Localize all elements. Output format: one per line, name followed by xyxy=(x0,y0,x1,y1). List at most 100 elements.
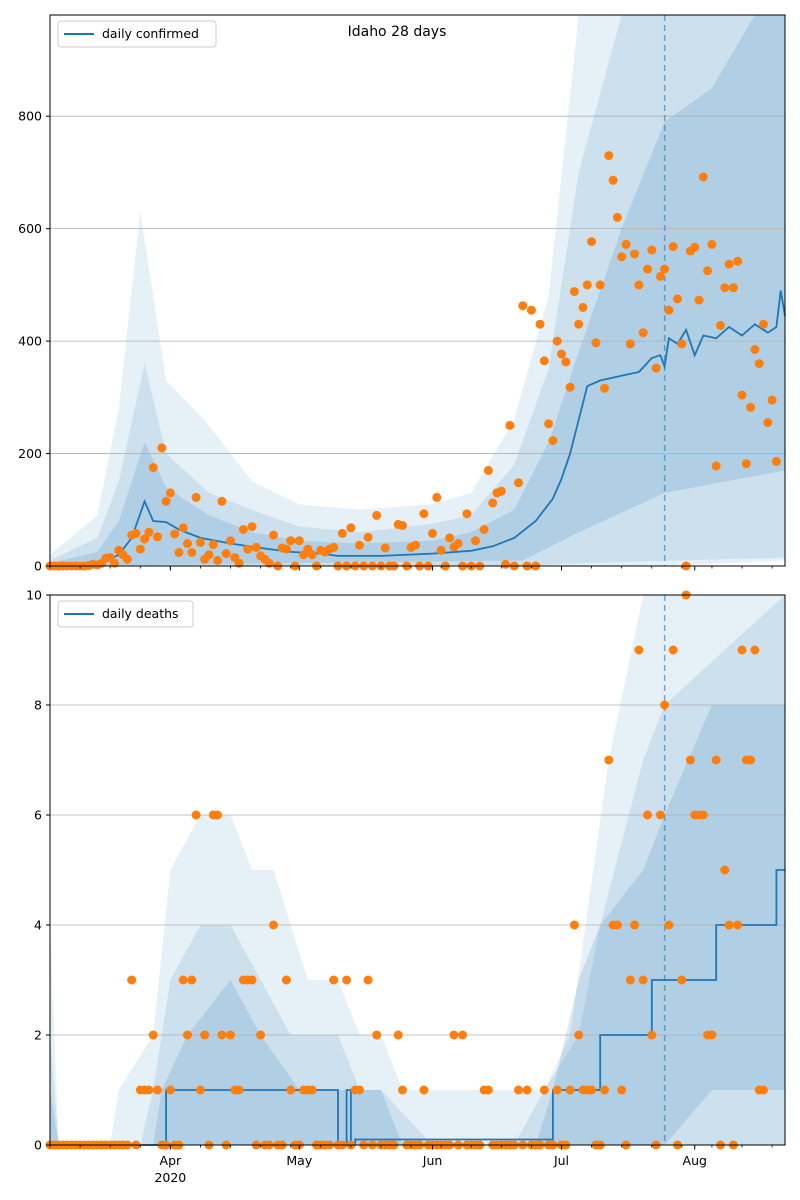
data-point xyxy=(664,305,674,315)
data-point xyxy=(204,550,214,560)
data-point xyxy=(518,301,528,311)
data-point xyxy=(355,1085,364,1095)
data-point xyxy=(131,528,141,538)
data-point xyxy=(685,755,695,765)
x-tick-label: May xyxy=(286,1153,312,1168)
data-point xyxy=(720,865,730,875)
data-point xyxy=(165,1085,175,1095)
y-tick-label: 6 xyxy=(34,808,42,823)
data-point xyxy=(432,492,442,502)
data-point xyxy=(763,418,773,428)
y-tick-label: 0 xyxy=(34,1138,42,1153)
confirmed-observed-points xyxy=(45,151,781,571)
x-tick-year-label: 2020 xyxy=(154,1170,186,1185)
data-point xyxy=(587,237,597,247)
data-point xyxy=(647,245,657,255)
y-tick-label: 800 xyxy=(18,109,42,124)
data-point xyxy=(251,542,261,552)
data-point xyxy=(724,259,734,269)
data-point xyxy=(243,544,253,554)
y-tick-label: 0 xyxy=(34,559,42,574)
data-point xyxy=(419,509,429,519)
data-point xyxy=(630,920,640,930)
legend-box xyxy=(57,600,194,628)
data-point xyxy=(269,920,278,930)
confirmed-median-line xyxy=(49,290,786,567)
data-point xyxy=(161,496,171,506)
data-point xyxy=(707,1030,717,1040)
data-point xyxy=(655,810,665,820)
confirmed-gridlines xyxy=(50,115,785,454)
deaths-x-axis: Apr 2020 May Jun Jul Aug xyxy=(49,1145,773,1185)
deaths-band-middle xyxy=(50,595,785,1145)
data-point xyxy=(625,975,635,985)
data-point xyxy=(539,1085,549,1095)
data-point xyxy=(604,151,614,161)
data-point xyxy=(690,242,700,252)
data-point xyxy=(617,1085,627,1095)
data-point xyxy=(178,975,188,985)
deaths-axes-frame xyxy=(49,594,786,1146)
data-point xyxy=(337,528,347,538)
data-point xyxy=(217,496,227,506)
data-point xyxy=(144,527,154,537)
confirmed-band-outer xyxy=(50,15,785,566)
data-point xyxy=(247,522,257,532)
x-tick-label: Apr xyxy=(160,1153,182,1168)
data-point xyxy=(256,1030,266,1040)
data-point xyxy=(307,550,317,560)
data-point xyxy=(183,1030,192,1040)
data-point xyxy=(759,1085,768,1095)
data-point xyxy=(148,1030,158,1040)
data-point xyxy=(612,212,622,222)
y-tick-label: 10 xyxy=(26,588,42,603)
data-point xyxy=(677,975,687,985)
data-point xyxy=(711,461,721,471)
data-point xyxy=(668,645,678,655)
y-tick-label: 600 xyxy=(18,221,42,236)
data-point xyxy=(720,283,730,293)
data-point xyxy=(634,280,644,290)
data-point xyxy=(178,523,188,533)
data-point xyxy=(187,975,197,985)
data-point xyxy=(449,1030,459,1040)
data-point xyxy=(122,554,132,564)
data-point xyxy=(552,336,562,346)
deaths-series-line xyxy=(50,869,785,1146)
data-point xyxy=(505,420,515,430)
confirmed-panel: 0 200 400 600 800 Idaho 28 days daily confir… xyxy=(18,14,786,574)
data-point xyxy=(191,492,201,502)
data-point xyxy=(307,1085,317,1095)
data-point xyxy=(174,548,184,557)
deaths-band-outer xyxy=(50,595,785,1145)
data-point xyxy=(488,498,498,508)
data-point xyxy=(625,339,635,349)
data-point xyxy=(574,319,584,329)
data-point xyxy=(346,523,356,533)
y-tick-label: 4 xyxy=(34,918,42,933)
data-point xyxy=(264,558,274,568)
data-point xyxy=(728,283,738,293)
data-point xyxy=(694,295,704,305)
confirmed-series-line xyxy=(49,290,786,567)
data-point xyxy=(608,175,618,185)
data-point xyxy=(183,539,192,548)
data-point xyxy=(737,390,747,400)
data-point xyxy=(698,172,708,182)
x-tick-label: Aug xyxy=(683,1153,707,1168)
data-point xyxy=(286,1085,296,1095)
data-point xyxy=(479,525,489,534)
data-point xyxy=(643,810,652,820)
data-point xyxy=(247,975,257,985)
data-point xyxy=(522,1085,532,1095)
confirmed-y-axis: 0 200 400 600 800 xyxy=(18,109,50,574)
data-point xyxy=(110,558,119,568)
data-point xyxy=(552,1085,562,1095)
data-point xyxy=(380,543,390,553)
data-point xyxy=(677,339,687,349)
data-point xyxy=(238,525,248,534)
data-point xyxy=(329,542,339,552)
data-point xyxy=(746,402,756,412)
data-point xyxy=(673,294,682,304)
